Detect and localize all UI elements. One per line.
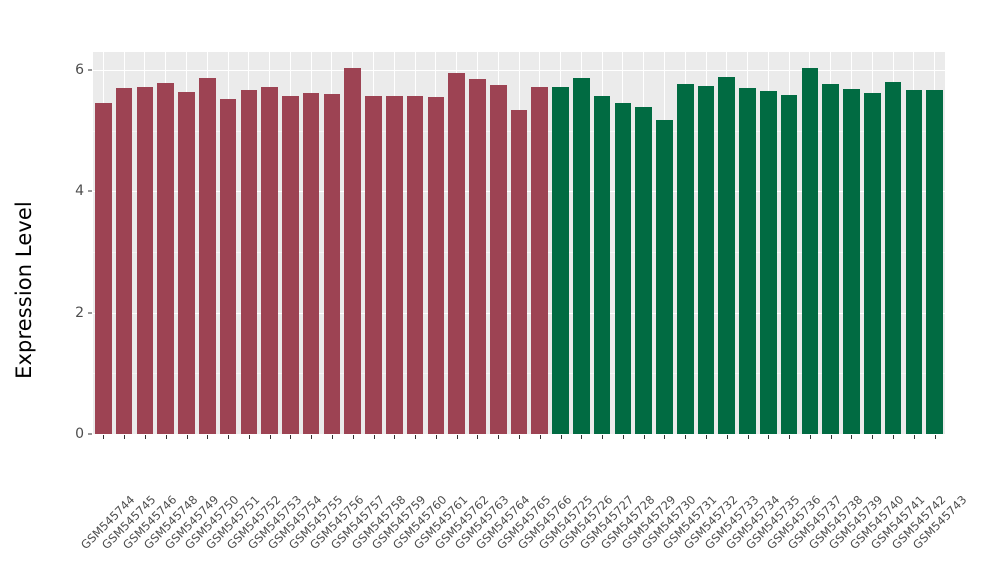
bar	[718, 77, 736, 434]
x-axis-tick-mark	[913, 435, 915, 439]
x-axis-tick-mark	[477, 435, 479, 439]
y-axis-title: Expression Level	[12, 201, 36, 379]
bar	[635, 106, 652, 434]
bar	[552, 87, 569, 434]
bar	[739, 87, 756, 434]
y-axis-tick-mark	[88, 433, 92, 435]
x-axis-tick-mark	[643, 435, 645, 439]
y-axis-tick-mark	[88, 69, 92, 71]
x-axis-tick-mark	[706, 435, 708, 439]
y-axis-tick-label: 2	[75, 304, 84, 321]
bar	[198, 78, 216, 434]
bar	[406, 96, 424, 434]
bar	[801, 68, 819, 434]
x-axis-tick-mark	[186, 435, 188, 439]
x-axis-tick-mark	[539, 435, 541, 439]
bar	[386, 95, 403, 434]
x-axis-tick-mark	[893, 435, 895, 439]
x-axis-tick-mark	[768, 435, 770, 439]
bar	[531, 86, 549, 434]
bar	[510, 109, 528, 434]
y-axis-tick-mark	[88, 190, 92, 192]
bar	[905, 89, 923, 434]
bar	[219, 99, 237, 434]
bar	[95, 102, 112, 434]
bar	[884, 82, 902, 434]
bar	[115, 88, 133, 434]
gridline-horizontal-major	[93, 434, 945, 435]
bar	[240, 89, 258, 434]
x-axis-tick-mark	[830, 435, 832, 439]
bar	[760, 90, 777, 434]
x-axis-tick-mark	[228, 435, 230, 439]
x-axis-tick-mark	[789, 435, 791, 439]
y-axis-tick-mark	[88, 312, 92, 314]
x-axis-tick-mark	[872, 435, 874, 439]
x-axis-tick-mark	[498, 435, 500, 439]
x-axis-tick-mark	[456, 435, 458, 439]
x-axis-tick-mark	[352, 435, 354, 439]
x-axis-tick-mark	[581, 435, 583, 439]
x-axis-tick-mark	[269, 435, 271, 439]
x-axis-tick-mark	[394, 435, 396, 439]
bar	[573, 78, 590, 434]
bar	[593, 96, 611, 434]
bar	[282, 96, 299, 434]
x-axis-tick-mark	[664, 435, 666, 439]
bar	[344, 67, 362, 434]
x-axis-tick-mark	[207, 435, 209, 439]
x-axis-tick-mark	[934, 435, 936, 439]
x-axis-tick-mark	[622, 435, 624, 439]
x-axis-tick-mark	[851, 435, 853, 439]
bar	[926, 89, 943, 434]
y-axis-tick-label: 6	[75, 62, 84, 79]
bar	[614, 102, 632, 434]
bar	[822, 83, 839, 434]
bar	[302, 92, 320, 434]
bar	[843, 89, 860, 434]
x-axis-tick-mark	[747, 435, 749, 439]
bar	[656, 119, 673, 434]
x-axis-tick-mark	[809, 435, 811, 439]
bar	[676, 84, 694, 434]
x-axis-tick-mark	[435, 435, 437, 439]
bar	[489, 85, 507, 434]
bar	[323, 94, 341, 434]
x-axis-tick-mark	[124, 435, 126, 439]
bar	[261, 87, 278, 434]
x-axis-tick-mark	[248, 435, 250, 439]
bar	[448, 72, 465, 434]
bar	[136, 87, 154, 434]
plot-panel	[93, 52, 945, 435]
y-axis-tick-label: 4	[75, 183, 84, 200]
x-axis-tick-mark	[290, 435, 292, 439]
x-axis-tick-mark	[144, 435, 146, 439]
bar	[365, 95, 382, 434]
bar	[697, 85, 715, 434]
x-axis-tick-mark	[726, 435, 728, 439]
x-axis-tick-mark	[373, 435, 375, 439]
x-axis-tick-mark	[311, 435, 313, 439]
bar	[427, 97, 445, 434]
bar	[157, 82, 175, 434]
bar	[469, 78, 486, 434]
x-axis-tick-mark	[415, 435, 417, 439]
x-axis-tick-mark	[519, 435, 520, 439]
x-axis-tick-mark	[560, 435, 562, 439]
x-axis-tick-mark	[602, 435, 604, 439]
x-axis-tick-mark	[331, 435, 333, 439]
x-axis-tick-mark	[103, 435, 105, 439]
y-axis-tick-label: 0	[75, 426, 84, 442]
bar	[780, 95, 798, 434]
bar	[178, 92, 195, 434]
x-axis-tick-mark	[165, 435, 167, 439]
x-axis-tick-mark	[685, 435, 687, 439]
bar	[863, 93, 881, 434]
